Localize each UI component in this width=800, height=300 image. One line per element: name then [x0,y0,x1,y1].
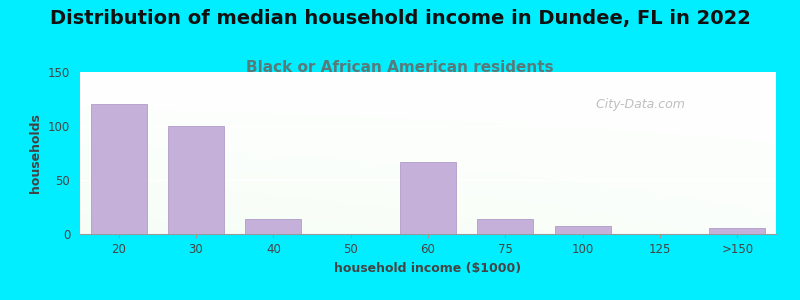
Y-axis label: households: households [30,113,42,193]
Text: Black or African American residents: Black or African American residents [246,60,554,75]
Bar [710,227,765,234]
Bar [478,219,533,234]
Bar [246,219,301,234]
Text: Distribution of median household income in Dundee, FL in 2022: Distribution of median household income … [50,9,750,28]
Text: City-Data.com: City-Data.com [588,98,686,111]
Bar [400,162,456,234]
Bar [555,226,610,234]
Bar [168,126,224,234]
Bar [91,104,146,234]
X-axis label: household income ($1000): household income ($1000) [334,262,522,275]
